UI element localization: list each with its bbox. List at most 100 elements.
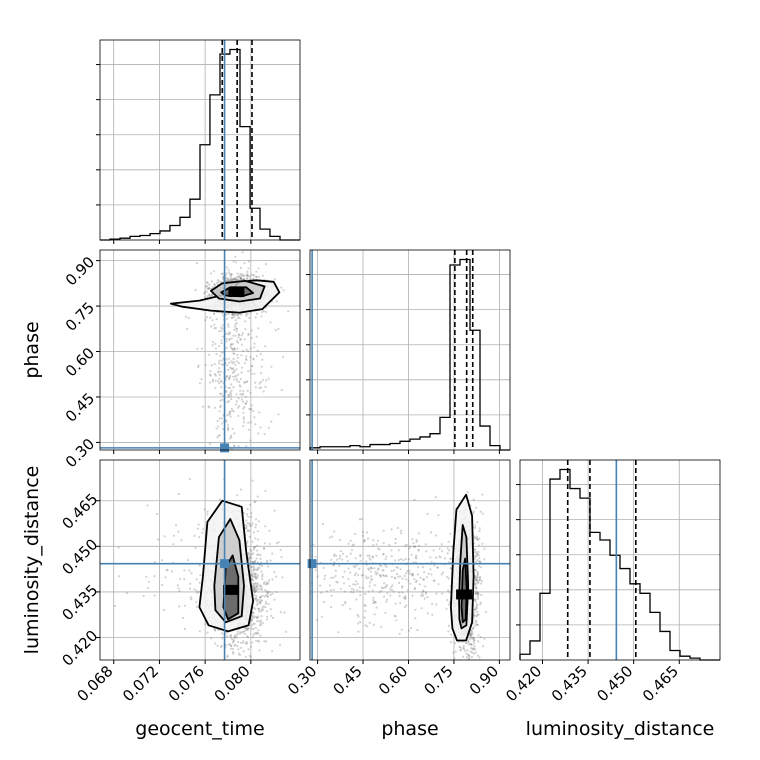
luminosity-distance-vs-phase-sample-point	[388, 543, 391, 547]
phase-vs-geocent-time-sample-point	[208, 286, 211, 290]
luminosity-distance-vs-phase-sample-point	[481, 493, 484, 496]
luminosity-distance-vs-phase-sample-point	[437, 514, 440, 517]
phase-vs-geocent-time-sample-point	[233, 361, 236, 364]
luminosity-distance-vs-phase-sample-point	[375, 554, 378, 557]
phase-vs-geocent-time-sample-point	[245, 380, 248, 384]
luminosity-distance-vs-phase-sample-point	[380, 625, 383, 628]
luminosity-distance-vs-phase-sample-point	[475, 555, 478, 558]
phase-vs-geocent-time-sample-point	[250, 372, 253, 375]
phase-vs-geocent-time-sample-point	[218, 377, 221, 380]
phase-vs-geocent-time-sample-point	[227, 386, 230, 389]
phase-vs-geocent-time-sample-point	[280, 388, 283, 392]
phase-vs-geocent-time-sample-point	[219, 406, 222, 409]
luminosity-distance-vs-geocent-time-sample-point	[264, 589, 267, 592]
luminosity-distance-vs-phase-sample-point	[338, 538, 342, 542]
luminosity-distance-vs-geocent-time-sample-point	[266, 595, 269, 598]
phase-vs-geocent-time-sample-point	[220, 342, 223, 345]
luminosity-distance-vs-phase-sample-point	[386, 592, 389, 595]
luminosity-distance-vs-geocent-time-sample-point	[246, 628, 249, 631]
luminosity-distance-vs-phase-sample-point	[383, 586, 387, 589]
luminosity-distance-vs-phase-sample-point	[479, 582, 483, 585]
phase-vs-geocent-time-sample-point	[217, 279, 220, 282]
phase-vs-geocent-time-sample-point	[208, 294, 211, 297]
phase-vs-geocent-time-sample-point	[239, 389, 242, 392]
luminosity-distance-vs-phase-sample-point	[350, 548, 354, 552]
luminosity-distance-histogram-line	[519, 468, 720, 661]
luminosity-distance-vs-geocent-time-sample-point	[195, 589, 198, 592]
luminosity-distance-vs-phase-sample-point	[343, 570, 346, 573]
phase-vs-geocent-time-sample-point	[254, 381, 257, 384]
luminosity-distance-vs-geocent-time-sample-point	[175, 524, 178, 527]
luminosity-distance-vs-phase-sample-point	[385, 600, 388, 603]
luminosity-distance-vs-geocent-time-sample-point	[232, 652, 235, 655]
luminosity-distance-vs-phase-sample-point	[483, 558, 486, 561]
phase-vs-geocent-time-sample-point	[217, 371, 220, 374]
luminosity-distance-vs-geocent-time-sample-point	[242, 650, 245, 653]
luminosity-distance-vs-geocent-time-sample-point	[259, 557, 262, 561]
luminosity-distance-vs-phase-sample-point	[366, 531, 369, 534]
luminosity-distance-vs-phase-sample-point	[366, 625, 369, 628]
phase-vs-geocent-time-frame	[99, 249, 301, 451]
phase-vs-geocent-time-sample-point	[233, 328, 236, 331]
phase-vs-geocent-time-sample-point	[280, 286, 283, 289]
luminosity-distance-vs-phase-sample-point	[382, 553, 385, 556]
phase-vs-geocent-time-sample-point	[240, 274, 243, 277]
luminosity-distance-vs-phase-sample-point	[421, 594, 425, 597]
luminosity-distance-vs-phase-sample-point	[361, 534, 364, 538]
phase-vs-geocent-time-sample-point	[214, 374, 217, 377]
phase-vs-geocent-time-sample-point	[255, 312, 259, 315]
luminosity-distance-vs-phase-sample-point	[411, 572, 414, 575]
phase-vs-geocent-time-sample-point	[230, 389, 233, 392]
luminosity-distance-vs-phase-sample-point	[459, 646, 462, 649]
luminosity-distance-vs-phase-sample-point	[476, 623, 479, 626]
luminosity-distance-axis-title: luminosity_distance	[526, 718, 715, 740]
luminosity-distance-vs-geocent-time-sample-point	[254, 500, 257, 503]
luminosity-distance-vs-geocent-time-sample-point	[268, 529, 271, 532]
phase-vs-geocent-time-sample-point	[232, 260, 235, 263]
luminosity-distance-vs-geocent-time-sample-point	[252, 616, 255, 620]
luminosity-distance-vs-phase-sample-point	[354, 532, 357, 536]
phase-vs-geocent-time-sample-point	[244, 402, 248, 405]
luminosity-distance-vs-geocent-time-sample-point	[252, 572, 255, 575]
luminosity-distance-vs-phase-sample-point	[471, 637, 474, 640]
phase-xtick-label: 0.75	[420, 662, 456, 698]
phase-ytick-label: 0.90	[62, 253, 98, 289]
luminosity-distance-vs-geocent-time-sample-point	[252, 606, 256, 609]
phase-vs-geocent-time-sample-point	[236, 347, 239, 350]
luminosity-distance-vs-geocent-time-sample-point	[161, 584, 164, 587]
luminosity-distance-vs-geocent-time-sample-point	[254, 572, 257, 575]
phase-vs-geocent-time-sample-point	[221, 398, 224, 401]
luminosity-distance-vs-geocent-time-sample-point	[252, 531, 255, 534]
luminosity-distance-vs-phase-sample-point	[399, 575, 402, 578]
luminosity-distance-vs-geocent-time-sample-point	[252, 636, 255, 639]
luminosity-distance-vs-geocent-time-sample-point	[240, 646, 243, 650]
luminosity-distance-vs-phase-sample-point	[429, 531, 433, 534]
phase-vs-geocent-time-sample-point	[230, 346, 233, 350]
luminosity-distance-vs-geocent-time-sample-point	[252, 569, 256, 572]
luminosity-distance-vs-phase-sample-point	[470, 644, 473, 647]
luminosity-distance-vs-phase-sample-point	[474, 600, 477, 604]
phase-vs-geocent-time-sample-point	[212, 270, 216, 273]
luminosity-distance-vs-geocent-time-sample-point	[249, 559, 252, 563]
luminosity-distance-vs-geocent-time-sample-point	[251, 574, 254, 577]
luminosity-distance-vs-geocent-time-sample-point	[262, 605, 265, 608]
luminosity-distance-vs-geocent-time-sample-point	[147, 580, 150, 584]
phase-xtick-label: 0.45	[330, 662, 366, 698]
phase-vs-geocent-time-sample-point	[231, 314, 234, 317]
phase-vs-geocent-time-sample-point	[230, 360, 233, 363]
luminosity-distance-vs-phase-sample-point	[342, 552, 345, 555]
luminosity-distance-vs-phase-sample-point	[438, 555, 441, 558]
phase-vs-geocent-time-sample-point	[218, 330, 221, 333]
luminosity-distance-vs-phase-sample-point	[448, 591, 451, 594]
luminosity-distance-vs-phase-sample-point	[382, 587, 385, 590]
luminosity-distance-vs-geocent-time-sample-point	[176, 584, 179, 587]
luminosity-distance-vs-geocent-time-sample-point	[279, 643, 282, 646]
phase-vs-geocent-time-sample-point	[234, 363, 237, 366]
phase-vs-geocent-time-sample-point	[253, 372, 256, 375]
phase-histogram-line	[309, 258, 510, 451]
luminosity-distance-vs-phase-sample-point	[481, 645, 485, 648]
luminosity-distance-ytick-label: 0.450	[58, 535, 101, 578]
luminosity-distance-xtick-label: 0.435	[548, 662, 591, 705]
luminosity-distance-vs-phase-sample-point	[434, 496, 437, 499]
luminosity-distance-vs-geocent-time-sample-point	[264, 602, 267, 605]
